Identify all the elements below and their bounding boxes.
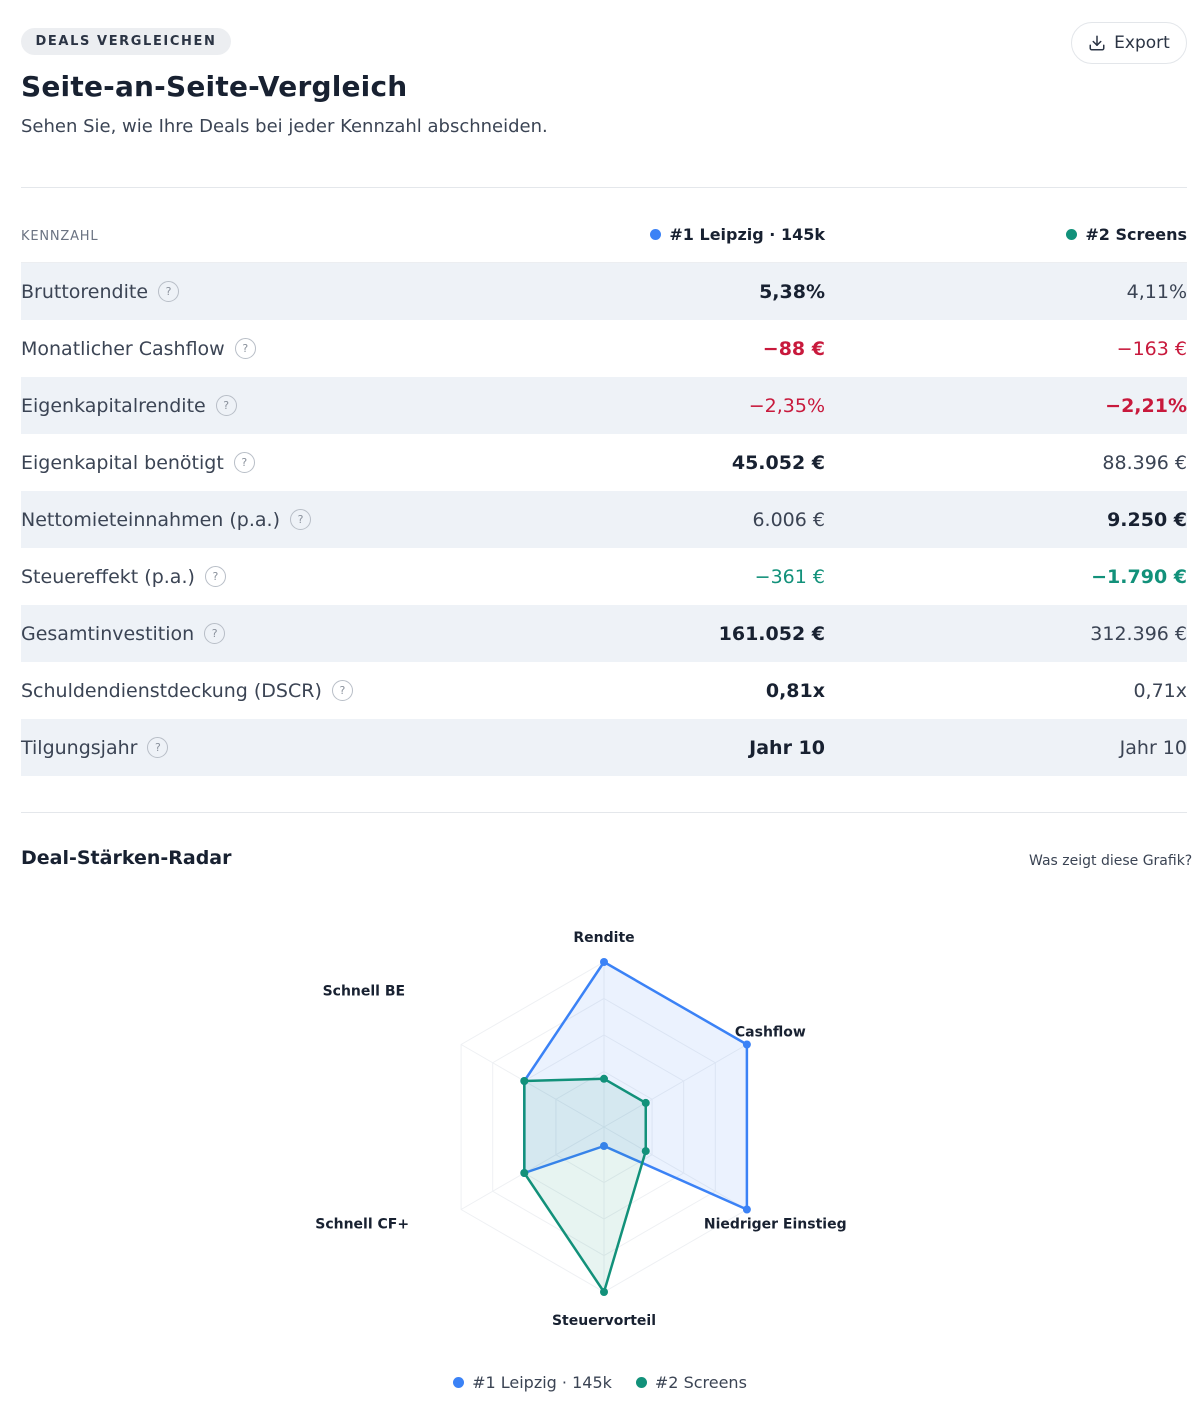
metric-name: Bruttorendite [21,280,149,303]
section-badge: DEALS VERGLEICHEN [21,28,231,55]
radar-point [600,1288,608,1296]
deal-b-header: #2 Screens [1066,225,1187,244]
radar-series-area [523,1077,647,1294]
deal-b-value: 88.396 € [1102,451,1187,474]
radar-point [600,958,608,966]
legend-dot-icon [453,1377,465,1388]
radar-point [641,1098,650,1107]
deal-b-value: 312.396 € [1090,622,1187,645]
radar-axis-label: Cashflow [735,1025,806,1041]
radar-axis-label: Schnell CF+ [315,1217,409,1233]
legend-label: #2 Screens [654,1373,747,1392]
deal-b-value: −1.790 € [1091,565,1187,588]
metric-name: Tilgungsjahr [21,736,138,759]
metric-name: Gesamtinvestition [21,622,195,645]
page-title: Seite-an-Seite-Vergleich [21,70,408,103]
radar-spoke [603,1126,748,1210]
table-row: Eigenkapitalrendite? −2,35% −2,21% [21,377,1187,434]
help-icon[interactable]: ? [233,452,255,473]
radar-spoke [603,1044,748,1128]
help-icon[interactable]: ? [204,623,226,644]
deal-b-name: #2 Screens [1085,224,1187,244]
page-subtitle: Sehen Sie, wie Ihre Deals bei jeder Kenn… [21,116,548,137]
radar-axis-label: Niedriger Einstieg [704,1217,847,1233]
radar-title: Deal-Stärken-Radar [21,847,232,869]
radar-point [742,1205,751,1214]
table-row: Monatlicher Cashflow? −88 € −163 € [21,320,1187,377]
metric-column-header: KENNZAHL [21,228,99,244]
deal-b-dot-icon [1066,228,1078,240]
radar-spoke [460,1044,605,1128]
table-row: Nettomieteinnahmen (p.a.)? 6.006 € 9.250… [21,491,1187,548]
deal-b-value: 4,11% [1126,280,1187,303]
radar-chart: Rendite Cashflow Niedriger Einstieg Steuerv… [315,930,847,1329]
deal-a-name: #1 Leipzig · 145k [669,224,825,244]
radar-help-link[interactable]: Was zeigt diese Grafik? [1029,853,1193,869]
export-label: Export [1114,33,1170,53]
legend-item-deal-a[interactable]: #1 Leipzig · 145k [453,1373,612,1392]
deal-b-value: 0,71x [1133,679,1187,702]
table-row: Gesamtinvestition? 161.052 € 312.396 € [21,605,1187,662]
deal-a-value: 45.052 € [731,451,825,474]
deal-a-value: Jahr 10 [749,736,825,759]
metric-name: Nettomieteinnahmen (p.a.) [21,508,280,531]
radar-spoke [460,1126,605,1210]
help-icon[interactable]: ? [158,281,180,302]
radar-point [600,1074,608,1083]
help-icon[interactable]: ? [204,566,226,587]
help-icon[interactable]: ? [331,680,353,701]
deal-b-value: Jahr 10 [1119,736,1187,759]
download-icon [1089,35,1105,51]
deal-a-value: 5,38% [759,280,825,303]
table-row: Tilgungsjahr? Jahr 10 Jahr 10 [21,719,1187,776]
deal-a-header: #1 Leipzig · 145k [650,225,825,244]
legend-label: #1 Leipzig · 145k [472,1373,612,1392]
metric-name: Eigenkapital benötigt [21,451,224,474]
radar-point [641,1147,650,1156]
table-row: Schuldendienstdeckung (DSCR)? 0,81x 0,71… [21,662,1187,719]
metric-name: Eigenkapitalrendite [21,394,206,417]
deal-a-value: 161.052 € [718,622,825,645]
deal-a-value: −88 € [762,337,825,360]
table-header: KENNZAHL #1 Leipzig · 145k #2 Screens [21,206,1187,263]
radar-point [520,1169,529,1177]
radar-point [600,1142,608,1150]
help-icon[interactable]: ? [234,338,256,359]
metric-name: Schuldendienstdeckung (DSCR) [21,679,322,702]
table-row: Eigenkapital benötigt? 45.052 € 88.396 € [21,434,1187,491]
radar-axis-label: Rendite [573,930,634,946]
deal-a-value: −2,35% [748,394,825,417]
metric-name: Steuereffekt (p.a.) [21,565,195,588]
metric-name: Monatlicher Cashflow [21,337,225,360]
legend-item-deal-b[interactable]: #2 Screens [635,1373,747,1392]
divider [21,187,1187,188]
comparison-table: KENNZAHL #1 Leipzig · 145k #2 Screens Br… [21,206,1187,776]
deal-b-value: −163 € [1116,337,1187,360]
deal-a-dot-icon [650,228,662,240]
help-icon[interactable]: ? [147,737,169,758]
table-row: Bruttorendite? 5,38% 4,11% [21,263,1187,320]
help-icon[interactable]: ? [215,395,237,416]
deal-a-value: −361 € [754,565,825,588]
export-button[interactable]: Export [1071,22,1187,64]
divider [21,812,1187,813]
deal-a-value: 0,81x [765,679,825,702]
radar-axis-label: Schnell BE [323,984,406,1000]
radar-legend: #1 Leipzig · 145k #2 Screens [0,1373,1200,1392]
legend-dot-icon [635,1377,647,1388]
radar-point [520,1077,529,1085]
radar-axis-label: Steuervorteil [552,1313,656,1329]
help-icon[interactable]: ? [289,509,311,530]
deal-b-value: −2,21% [1105,394,1187,417]
table-row: Steuereffekt (p.a.)? −361 € −1.790 € [21,548,1187,605]
deal-b-value: 9.250 € [1107,508,1187,531]
deal-a-value: 6.006 € [752,508,825,531]
radar-point [742,1040,751,1049]
